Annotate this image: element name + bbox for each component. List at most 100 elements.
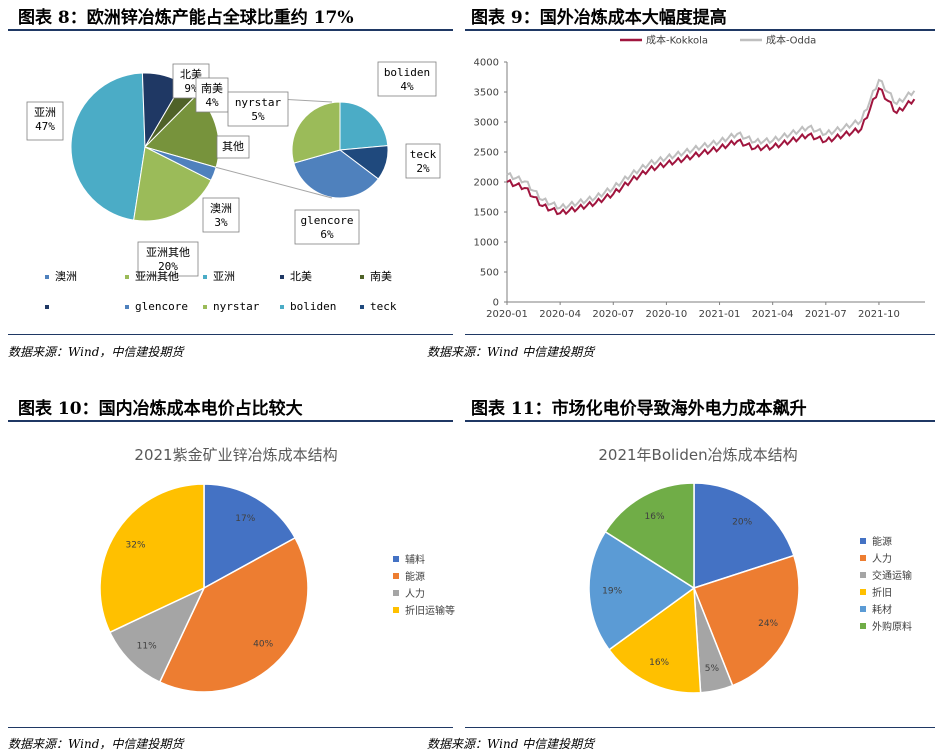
legend-label-4: 南美 xyxy=(370,270,392,283)
y-tick-label-1: 500 xyxy=(480,268,499,279)
legend-label-1: 成本-Odda xyxy=(766,34,816,47)
main-pie-data-label-2-line: 4% xyxy=(205,96,219,109)
legend-label-0: 澳洲 xyxy=(55,270,77,283)
main-pie-data-label-4-line: 澳洲 xyxy=(210,202,232,215)
main-pie-data-label-3: 其他 xyxy=(222,140,244,153)
legend-label-3: 北美 xyxy=(290,270,312,283)
legend-swatch-1 xyxy=(860,555,866,561)
pie-slice-3 xyxy=(99,483,205,634)
chart8-title: 图表 8：欧洲锌冶炼产能占全球比重约 17% xyxy=(18,8,354,28)
chart9-line-chart: 0 500 1000 1500 2000 2500 3000 3500 4000 2020-01 2… xyxy=(474,34,925,320)
pie-data-label-3: 16% xyxy=(649,658,669,668)
series-line-0 xyxy=(506,87,916,216)
legend-swatch-2 xyxy=(860,572,866,578)
x-tick-label-3: 2020-10 xyxy=(646,309,688,320)
chart9-source: 数据来源：Wind 中信建投期货 xyxy=(427,345,595,359)
secondary-pie-data-label-2-line: 6% xyxy=(320,228,334,241)
legend-label-1: 能源 xyxy=(405,570,425,583)
pie-slice-0 xyxy=(693,482,795,590)
secondary-pie-data-label-0-line: boliden xyxy=(384,66,430,79)
main-pie-data-label-5: 亚洲其他 20% xyxy=(146,246,190,273)
chart11-top-rule xyxy=(465,420,935,422)
chart11-source: 数据来源：Wind 中信建投期货 xyxy=(427,737,595,751)
pie-data-label-0: 20% xyxy=(732,518,752,528)
main-pie-data-label-2: 南美 4% xyxy=(201,82,223,109)
secondary-pie-data-label-0: boliden 4% xyxy=(384,66,430,93)
legend-label-3: 折旧 xyxy=(872,586,892,599)
chart10-top-rule xyxy=(8,420,453,422)
legend-swatch-8 xyxy=(280,305,284,309)
chart10-source: 数据来源：Wind，中信建投期货 xyxy=(8,737,184,751)
pie-slice-5 xyxy=(604,482,695,590)
legend-swatch-5 xyxy=(860,623,866,629)
secondary-pie-label-box-2 xyxy=(294,209,360,245)
main-pie-data-label-0-line: 亚洲 xyxy=(34,106,56,119)
secondary-pie-label-box-0 xyxy=(377,61,437,97)
main-pie-data-label-1-line: 9% xyxy=(184,82,198,95)
legend-label-2: 人力 xyxy=(405,587,425,600)
x-tick-label-2: 2020-07 xyxy=(592,309,634,320)
chart11-title: 图表 11：市场化电价导致海外电力成本飙升 xyxy=(471,399,807,419)
chart8-top-rule xyxy=(8,29,453,31)
secondary-pie-data-label-3-line: 5% xyxy=(251,110,265,123)
x-tick-label-7: 2021-10 xyxy=(858,309,900,320)
legend-label-6: glencore xyxy=(135,300,188,313)
main-pie-label-box-3 xyxy=(216,135,250,159)
secondary-pie-slice-2 xyxy=(293,149,380,199)
legend-swatch-1 xyxy=(393,573,399,579)
legend-label-9: teck xyxy=(370,300,397,313)
legend-swatch-4 xyxy=(860,606,866,612)
secondary-pie-data-label-3: nyrstar 5% xyxy=(235,96,282,123)
chart-title: 2021紫金矿业锌冶炼成本结构 xyxy=(134,446,337,464)
legend-swatch-2 xyxy=(393,590,399,596)
chart9-title: 图表 9：国外冶炼成本大幅度提高 xyxy=(471,8,727,28)
secondary-pie-data-label-2-line: glencore xyxy=(301,214,354,227)
main-pie-data-label-4: 澳洲 3% xyxy=(210,202,232,229)
legend-swatch-0 xyxy=(860,538,866,544)
y-tick-label-7: 3500 xyxy=(474,88,499,99)
y-tick-label-3: 1500 xyxy=(474,208,499,219)
secondary-pie-data-label-1-line: teck xyxy=(410,148,437,161)
legend-label-3: 折旧运输等 xyxy=(405,604,455,617)
legend-swatch-5 xyxy=(45,305,49,309)
main-pie-data-label-5-line: 20% xyxy=(158,260,178,273)
legend-label-0: 能源 xyxy=(872,535,892,548)
y-tick-label-0: 0 xyxy=(493,298,499,309)
legend-label-8: boliden xyxy=(290,300,336,313)
chart10-bottom-rule xyxy=(8,727,453,728)
pie-data-label-1: 40% xyxy=(253,640,273,650)
chart9-bottom-rule xyxy=(465,334,935,335)
x-tick-label-5: 2021-04 xyxy=(752,309,794,320)
legend-label-0: 成本-Kokkola xyxy=(646,34,708,47)
x-tick-label-0: 2020-01 xyxy=(486,309,528,320)
y-tick-label-5: 2500 xyxy=(474,148,499,159)
connector-line-bottom xyxy=(216,166,333,199)
legend-swatch-3 xyxy=(393,607,399,613)
legend-swatch-0 xyxy=(393,556,399,562)
y-tick-label-4: 2000 xyxy=(474,178,499,189)
x-tick-label-6: 2021-07 xyxy=(805,309,847,320)
chart8-source: 数据来源：Wind，中信建投期货 xyxy=(8,345,184,359)
main-pie-data-label-0: 亚洲 47% xyxy=(34,106,56,133)
chart10-title: 图表 10：国内冶炼成本电价占比较大 xyxy=(18,399,303,419)
chart8-bottom-rule xyxy=(8,334,453,335)
pie-data-label-5: 16% xyxy=(645,512,665,522)
main-pie-label-box-2 xyxy=(195,77,229,113)
secondary-pie-label-box-3 xyxy=(227,91,289,127)
legend-label-2: 交通运输 xyxy=(872,569,912,582)
secondary-pie-data-label-1: teck 2% xyxy=(410,148,437,175)
y-tick-label-2: 1000 xyxy=(474,238,499,249)
legend-label-0: 辅料 xyxy=(405,553,425,566)
pie-data-label-1: 24% xyxy=(758,619,778,629)
legend-swatch-7 xyxy=(203,305,207,309)
legend-label-7: nyrstar xyxy=(213,300,260,313)
main-pie-label-box-4 xyxy=(202,197,240,233)
main-pie-data-label-0-line: 47% xyxy=(35,120,55,133)
secondary-pie-label-box-1 xyxy=(405,143,441,179)
main-pie-data-label-4-line: 3% xyxy=(214,216,228,229)
main-pie-label-box-0 xyxy=(26,101,64,141)
pie-slice-0 xyxy=(203,483,297,590)
secondary-pie-data-label-3-line: nyrstar xyxy=(235,96,282,109)
